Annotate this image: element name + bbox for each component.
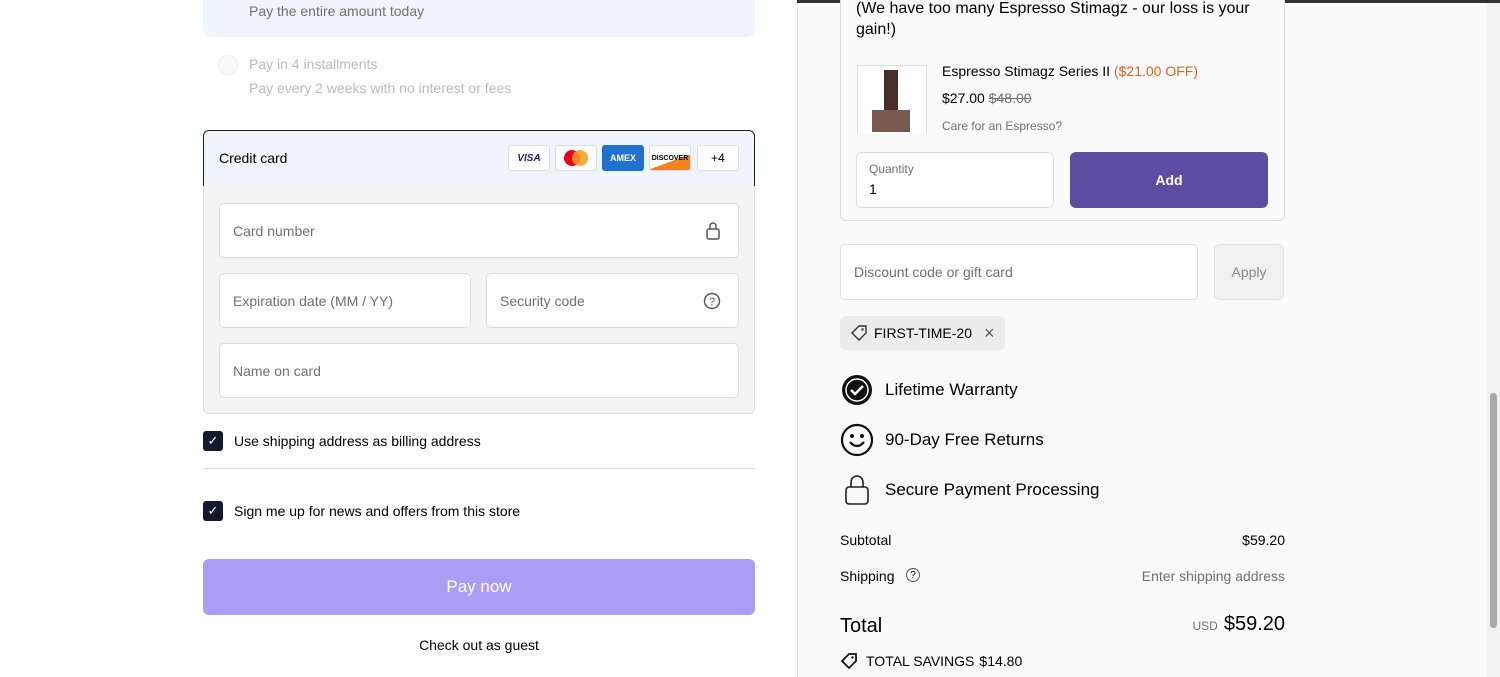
feature-label: Lifetime Warranty <box>885 380 1018 399</box>
credit-card-label: Credit card <box>219 150 288 166</box>
feature-label: 90-Day Free Returns <box>885 430 1044 449</box>
help-icon[interactable]: ? <box>906 568 920 582</box>
upsell-product: Espresso Stimagz Series II ($21.00 OFF) <box>942 63 1198 79</box>
total-value: $59.20 <box>1223 613 1285 635</box>
savings-label: TOTAL SAVINGS <box>866 653 975 669</box>
billing-same-checkbox[interactable]: ✓ Use shipping address as billing address <box>203 431 481 451</box>
installments-title: Pay in 4 installments <box>249 56 378 72</box>
discount-code: FIRST-TIME-20 <box>874 325 973 341</box>
product-old-price: $48.00 <box>988 90 1032 106</box>
apply-button[interactable]: Apply <box>1214 244 1284 300</box>
total-label: Total <box>840 615 883 637</box>
currency: USD <box>1192 619 1218 633</box>
pay-full-subtext: Pay the entire amount today <box>249 3 425 19</box>
order-summary: (We have too many Espresso Stimagz - our… <box>797 0 1487 677</box>
shipping-value: Enter shipping address <box>1141 568 1285 584</box>
scrollbar-thumb[interactable] <box>1490 393 1497 628</box>
pay-now-button[interactable]: Pay now <box>203 559 755 615</box>
feature-warranty: Lifetime Warranty <box>840 373 1018 407</box>
help-icon[interactable]: ? <box>703 292 721 310</box>
shipping-label: Shipping <box>840 568 895 584</box>
discount-placeholder: Discount code or gift card <box>854 264 1013 280</box>
discount-tag: FIRST-TIME-20 × <box>840 316 1005 350</box>
visa-icon: VISA <box>508 145 550 171</box>
name-placeholder: Name on card <box>233 362 321 379</box>
product-price: $27.00 <box>942 90 985 106</box>
scrollbar[interactable] <box>1487 3 1500 677</box>
expiration-placeholder: Expiration date (MM / YY) <box>233 292 394 309</box>
checkmark-icon: ✓ <box>203 431 223 451</box>
discover-icon: DISCOVER <box>649 145 691 171</box>
installments-radio[interactable] <box>218 55 238 75</box>
remove-discount-icon[interactable]: × <box>984 322 995 343</box>
upsell-message: (We have too many Espresso Stimagz - our… <box>856 0 1250 38</box>
feature-label: Secure Payment Processing <box>885 480 1100 499</box>
svg-text:?: ? <box>709 296 715 308</box>
product-discount: ($21.00 OFF) <box>1113 63 1198 79</box>
product-tagline: Care for an Espresso? <box>942 119 1063 133</box>
subtotal-label: Subtotal <box>840 532 892 548</box>
tag-icon <box>840 653 857 670</box>
pay-full-option[interactable]: Pay the entire amount today <box>203 0 755 37</box>
feature-returns: 90-Day Free Returns <box>840 423 1044 457</box>
quantity-label: Quantity <box>869 162 914 176</box>
checkmark-icon: ✓ <box>203 501 223 521</box>
badge-check-icon <box>842 375 872 405</box>
security-placeholder: Security code <box>500 292 585 309</box>
discount-input[interactable]: Discount code or gift card <box>840 244 1198 300</box>
security-code-input[interactable]: Security code ? <box>486 273 739 328</box>
product-image <box>857 65 927 133</box>
payment-section: Pay the entire amount today Pay in 4 ins… <box>203 0 755 653</box>
divider <box>203 468 755 469</box>
more-brands-badge: +4 <box>697 145 739 171</box>
card-number-input[interactable]: Card number <box>219 203 739 258</box>
subtotal-value: $59.20 <box>1242 532 1285 548</box>
savings-value: $14.80 <box>979 653 1023 669</box>
amex-icon: AMEX <box>602 145 644 171</box>
credit-card-option[interactable]: Credit card <box>203 130 755 187</box>
name-on-card-input[interactable]: Name on card <box>219 343 739 398</box>
product-name: Espresso Stimagz Series II <box>942 63 1111 79</box>
card-number-placeholder: Card number <box>233 222 315 239</box>
lock-icon <box>845 475 869 505</box>
installments-subtext: Pay every 2 weeks with no interest or fe… <box>249 80 512 96</box>
feature-secure: Secure Payment Processing <box>840 473 1100 507</box>
guest-checkout-link[interactable]: Check out as guest <box>419 637 539 653</box>
quantity-value: 1 <box>869 181 877 197</box>
total-savings: TOTAL SAVINGS $14.80 <box>840 652 1022 670</box>
mastercard-icon <box>555 145 597 171</box>
smiley-icon <box>840 423 874 457</box>
upsell-card: (We have too many Espresso Stimagz - our… <box>840 0 1285 221</box>
expiration-input[interactable]: Expiration date (MM / YY) <box>219 273 471 328</box>
add-button[interactable]: Add <box>1070 152 1268 208</box>
newsletter-checkbox[interactable]: ✓ Sign me up for news and offers from thi… <box>203 501 520 521</box>
billing-same-label: Use shipping address as billing address <box>234 433 481 449</box>
quantity-input[interactable]: Quantity 1 <box>856 152 1054 208</box>
lock-icon <box>706 222 720 240</box>
tag-icon <box>851 325 867 341</box>
newsletter-label: Sign me up for news and offers from this… <box>234 503 521 519</box>
